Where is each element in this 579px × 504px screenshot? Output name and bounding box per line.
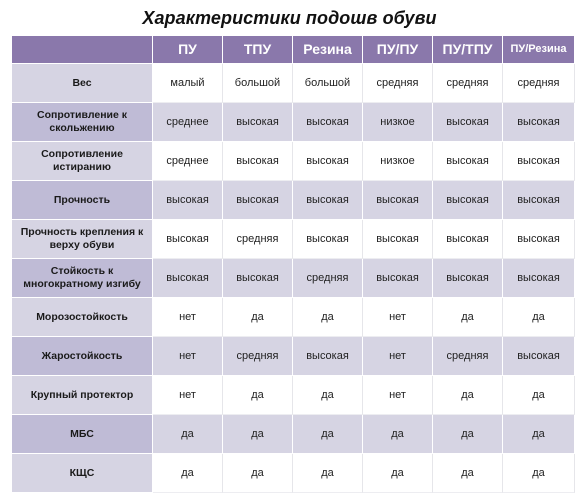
column-header-pu: ПУ	[153, 36, 223, 64]
table-cell: средняя	[363, 64, 433, 103]
table-cell: низкое	[363, 142, 433, 181]
table-cell: высокая	[433, 103, 503, 142]
table-cell: высокая	[433, 142, 503, 181]
table-cell: высокая	[433, 220, 503, 259]
table-cell: средняя	[293, 259, 363, 298]
table-cell: высокая	[503, 103, 575, 142]
table-cell: да	[503, 298, 575, 337]
table-cell: да	[223, 454, 293, 493]
column-header-pu-rubber: ПУ/Резина	[503, 36, 575, 64]
row-label: Прочность	[12, 181, 153, 220]
table-cell: да	[433, 454, 503, 493]
table-cell: нет	[363, 376, 433, 415]
table-cell: малый	[153, 64, 223, 103]
table-cell: высокая	[363, 220, 433, 259]
table-cell: нет	[153, 337, 223, 376]
table-cell: высокая	[363, 259, 433, 298]
table-cell: высокая	[153, 220, 223, 259]
table-cell: да	[293, 376, 363, 415]
table-cell: да	[293, 298, 363, 337]
column-header-pu-pu: ПУ/ПУ	[363, 36, 433, 64]
column-header-rubber: Резина	[293, 36, 363, 64]
table-cell: средняя	[433, 64, 503, 103]
table-cell: большой	[223, 64, 293, 103]
table-cell: высокая	[293, 181, 363, 220]
table-cell: да	[363, 454, 433, 493]
table-cell: высокая	[293, 220, 363, 259]
table-cell: средняя	[223, 220, 293, 259]
table-cell: да	[153, 415, 223, 454]
table-cell: высокая	[503, 337, 575, 376]
table-cell: высокая	[503, 142, 575, 181]
table-cell: да	[503, 376, 575, 415]
row-label: Крупный протектор	[12, 376, 153, 415]
row-label: Сопротивление к скольжению	[12, 103, 153, 142]
table-cell: да	[223, 415, 293, 454]
column-header-tpu: ТПУ	[223, 36, 293, 64]
table-cell: средняя	[503, 64, 575, 103]
table-cell: большой	[293, 64, 363, 103]
row-label: Сопротивление истиранию	[12, 142, 153, 181]
table-cell: высокая	[433, 181, 503, 220]
table-cell: среднее	[153, 142, 223, 181]
table-cell: нет	[363, 298, 433, 337]
table-cell: высокая	[223, 259, 293, 298]
table-cell: да	[293, 415, 363, 454]
table-cell: высокая	[153, 259, 223, 298]
table-cell: да	[153, 454, 223, 493]
table-cell: высокая	[153, 181, 223, 220]
table-header-corner	[12, 36, 153, 64]
row-label: КЩС	[12, 454, 153, 493]
table-cell: да	[433, 376, 503, 415]
table-cell: средняя	[433, 337, 503, 376]
table-cell: высокая	[503, 220, 575, 259]
table-cell: нет	[363, 337, 433, 376]
row-label: МБС	[12, 415, 153, 454]
table-cell: да	[223, 376, 293, 415]
table-cell: высокая	[223, 142, 293, 181]
comparison-table: ПУ ТПУ Резина ПУ/ПУ ПУ/ТПУ ПУ/Резина Вес…	[12, 36, 575, 494]
table-cell: высокая	[503, 181, 575, 220]
table-cell: высокая	[223, 181, 293, 220]
table-cell: да	[433, 298, 503, 337]
row-label: Стойкость к многократному изгибу	[12, 259, 153, 298]
table-cell: да	[433, 415, 503, 454]
table-cell: среднее	[153, 103, 223, 142]
table-cell: средняя	[223, 337, 293, 376]
table-cell: да	[293, 454, 363, 493]
row-label: Жаростойкость	[12, 337, 153, 376]
column-header-pu-tpu: ПУ/ТПУ	[433, 36, 503, 64]
table-cell: нет	[153, 298, 223, 337]
table-cell: да	[503, 454, 575, 493]
table-cell: высокая	[293, 103, 363, 142]
row-label: Морозостойкость	[12, 298, 153, 337]
row-label: Вес	[12, 64, 153, 103]
table-cell: высокая	[503, 259, 575, 298]
table-cell: высокая	[293, 337, 363, 376]
row-label: Прочность крепления к верху обуви	[12, 220, 153, 259]
table-cell: низкое	[363, 103, 433, 142]
table-cell: нет	[153, 376, 223, 415]
page-title: Характеристики подошв обуви	[142, 8, 437, 28]
table-cell: высокая	[293, 142, 363, 181]
table-cell: да	[223, 298, 293, 337]
table-cell: да	[363, 415, 433, 454]
table-cell: высокая	[433, 259, 503, 298]
table-cell: высокая	[363, 181, 433, 220]
table-cell: да	[503, 415, 575, 454]
table-cell: высокая	[223, 103, 293, 142]
